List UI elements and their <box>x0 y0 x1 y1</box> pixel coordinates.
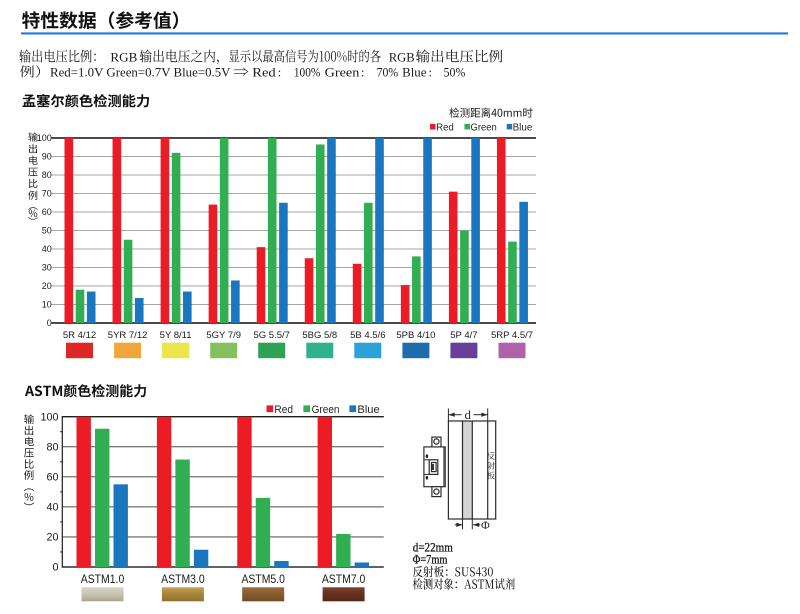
svg-text:5BG 5/8: 5BG 5/8 <box>302 330 337 341</box>
svg-text:5Y 8/11: 5Y 8/11 <box>160 330 192 341</box>
svg-text:Φ=7mm: Φ=7mm <box>413 551 448 566</box>
svg-text:ASTM1.0: ASTM1.0 <box>81 572 125 586</box>
svg-text:ASTM7.0: ASTM7.0 <box>322 572 366 586</box>
svg-text:80: 80 <box>42 170 52 180</box>
svg-text:100%: 100% <box>294 64 321 79</box>
svg-text:60: 60 <box>46 472 58 484</box>
svg-text:0: 0 <box>47 318 52 328</box>
svg-text:Φ: Φ <box>481 518 490 532</box>
svg-text:60: 60 <box>42 207 52 217</box>
svg-text:Green: Green <box>471 123 497 134</box>
svg-text:RGB: RGB <box>110 49 137 64</box>
svg-text::: : <box>361 64 365 79</box>
svg-text:Green: Green <box>325 64 360 79</box>
svg-text:0: 0 <box>52 562 58 574</box>
svg-text:50: 50 <box>42 226 52 236</box>
svg-text:90: 90 <box>42 152 52 162</box>
svg-text:Red: Red <box>274 404 293 416</box>
svg-text:20: 20 <box>42 281 52 291</box>
svg-text:Red=1.0V Green=0.7V Blue=0.5V: Red=1.0V Green=0.7V Blue=0.5V <box>50 64 231 79</box>
svg-text:30: 30 <box>42 263 52 273</box>
svg-text:100: 100 <box>37 133 52 143</box>
svg-text::: : <box>428 64 432 79</box>
svg-text:Red: Red <box>436 123 454 134</box>
svg-text:Blue: Blue <box>402 64 427 79</box>
svg-text:5G 5.5/7: 5G 5.5/7 <box>253 330 289 341</box>
svg-text:5GY 7/9: 5GY 7/9 <box>206 330 241 341</box>
svg-text:RGB: RGB <box>389 49 415 64</box>
svg-text:Blue: Blue <box>357 404 379 416</box>
svg-text:70: 70 <box>42 189 52 199</box>
svg-text:Green: Green <box>312 404 340 416</box>
svg-text:5R 4/12: 5R 4/12 <box>63 330 96 341</box>
svg-text:d=22mm: d=22mm <box>413 540 453 555</box>
svg-text:100: 100 <box>40 411 58 423</box>
svg-text:d: d <box>465 407 472 422</box>
svg-text:40: 40 <box>46 502 58 514</box>
svg-text:5YR 7/12: 5YR 7/12 <box>108 330 148 341</box>
svg-text:40: 40 <box>42 244 52 254</box>
svg-text:ASTM3.0: ASTM3.0 <box>161 572 205 586</box>
svg-text::: : <box>278 64 282 79</box>
svg-text:Blue: Blue <box>513 123 533 134</box>
svg-text:5B 4.5/6: 5B 4.5/6 <box>350 330 385 341</box>
svg-text:Red: Red <box>252 64 276 79</box>
svg-text:5P 4/7: 5P 4/7 <box>450 330 477 341</box>
svg-text:20: 20 <box>46 532 58 544</box>
svg-text:70%: 70% <box>377 64 399 79</box>
svg-text:80: 80 <box>46 441 58 453</box>
svg-text:5RP 4.5/7: 5RP 4.5/7 <box>491 330 533 341</box>
svg-text:5PB 4/10: 5PB 4/10 <box>396 330 435 341</box>
svg-text:50%: 50% <box>444 64 466 79</box>
svg-text:ASTM5.0: ASTM5.0 <box>241 572 285 586</box>
svg-text:10: 10 <box>42 300 52 310</box>
